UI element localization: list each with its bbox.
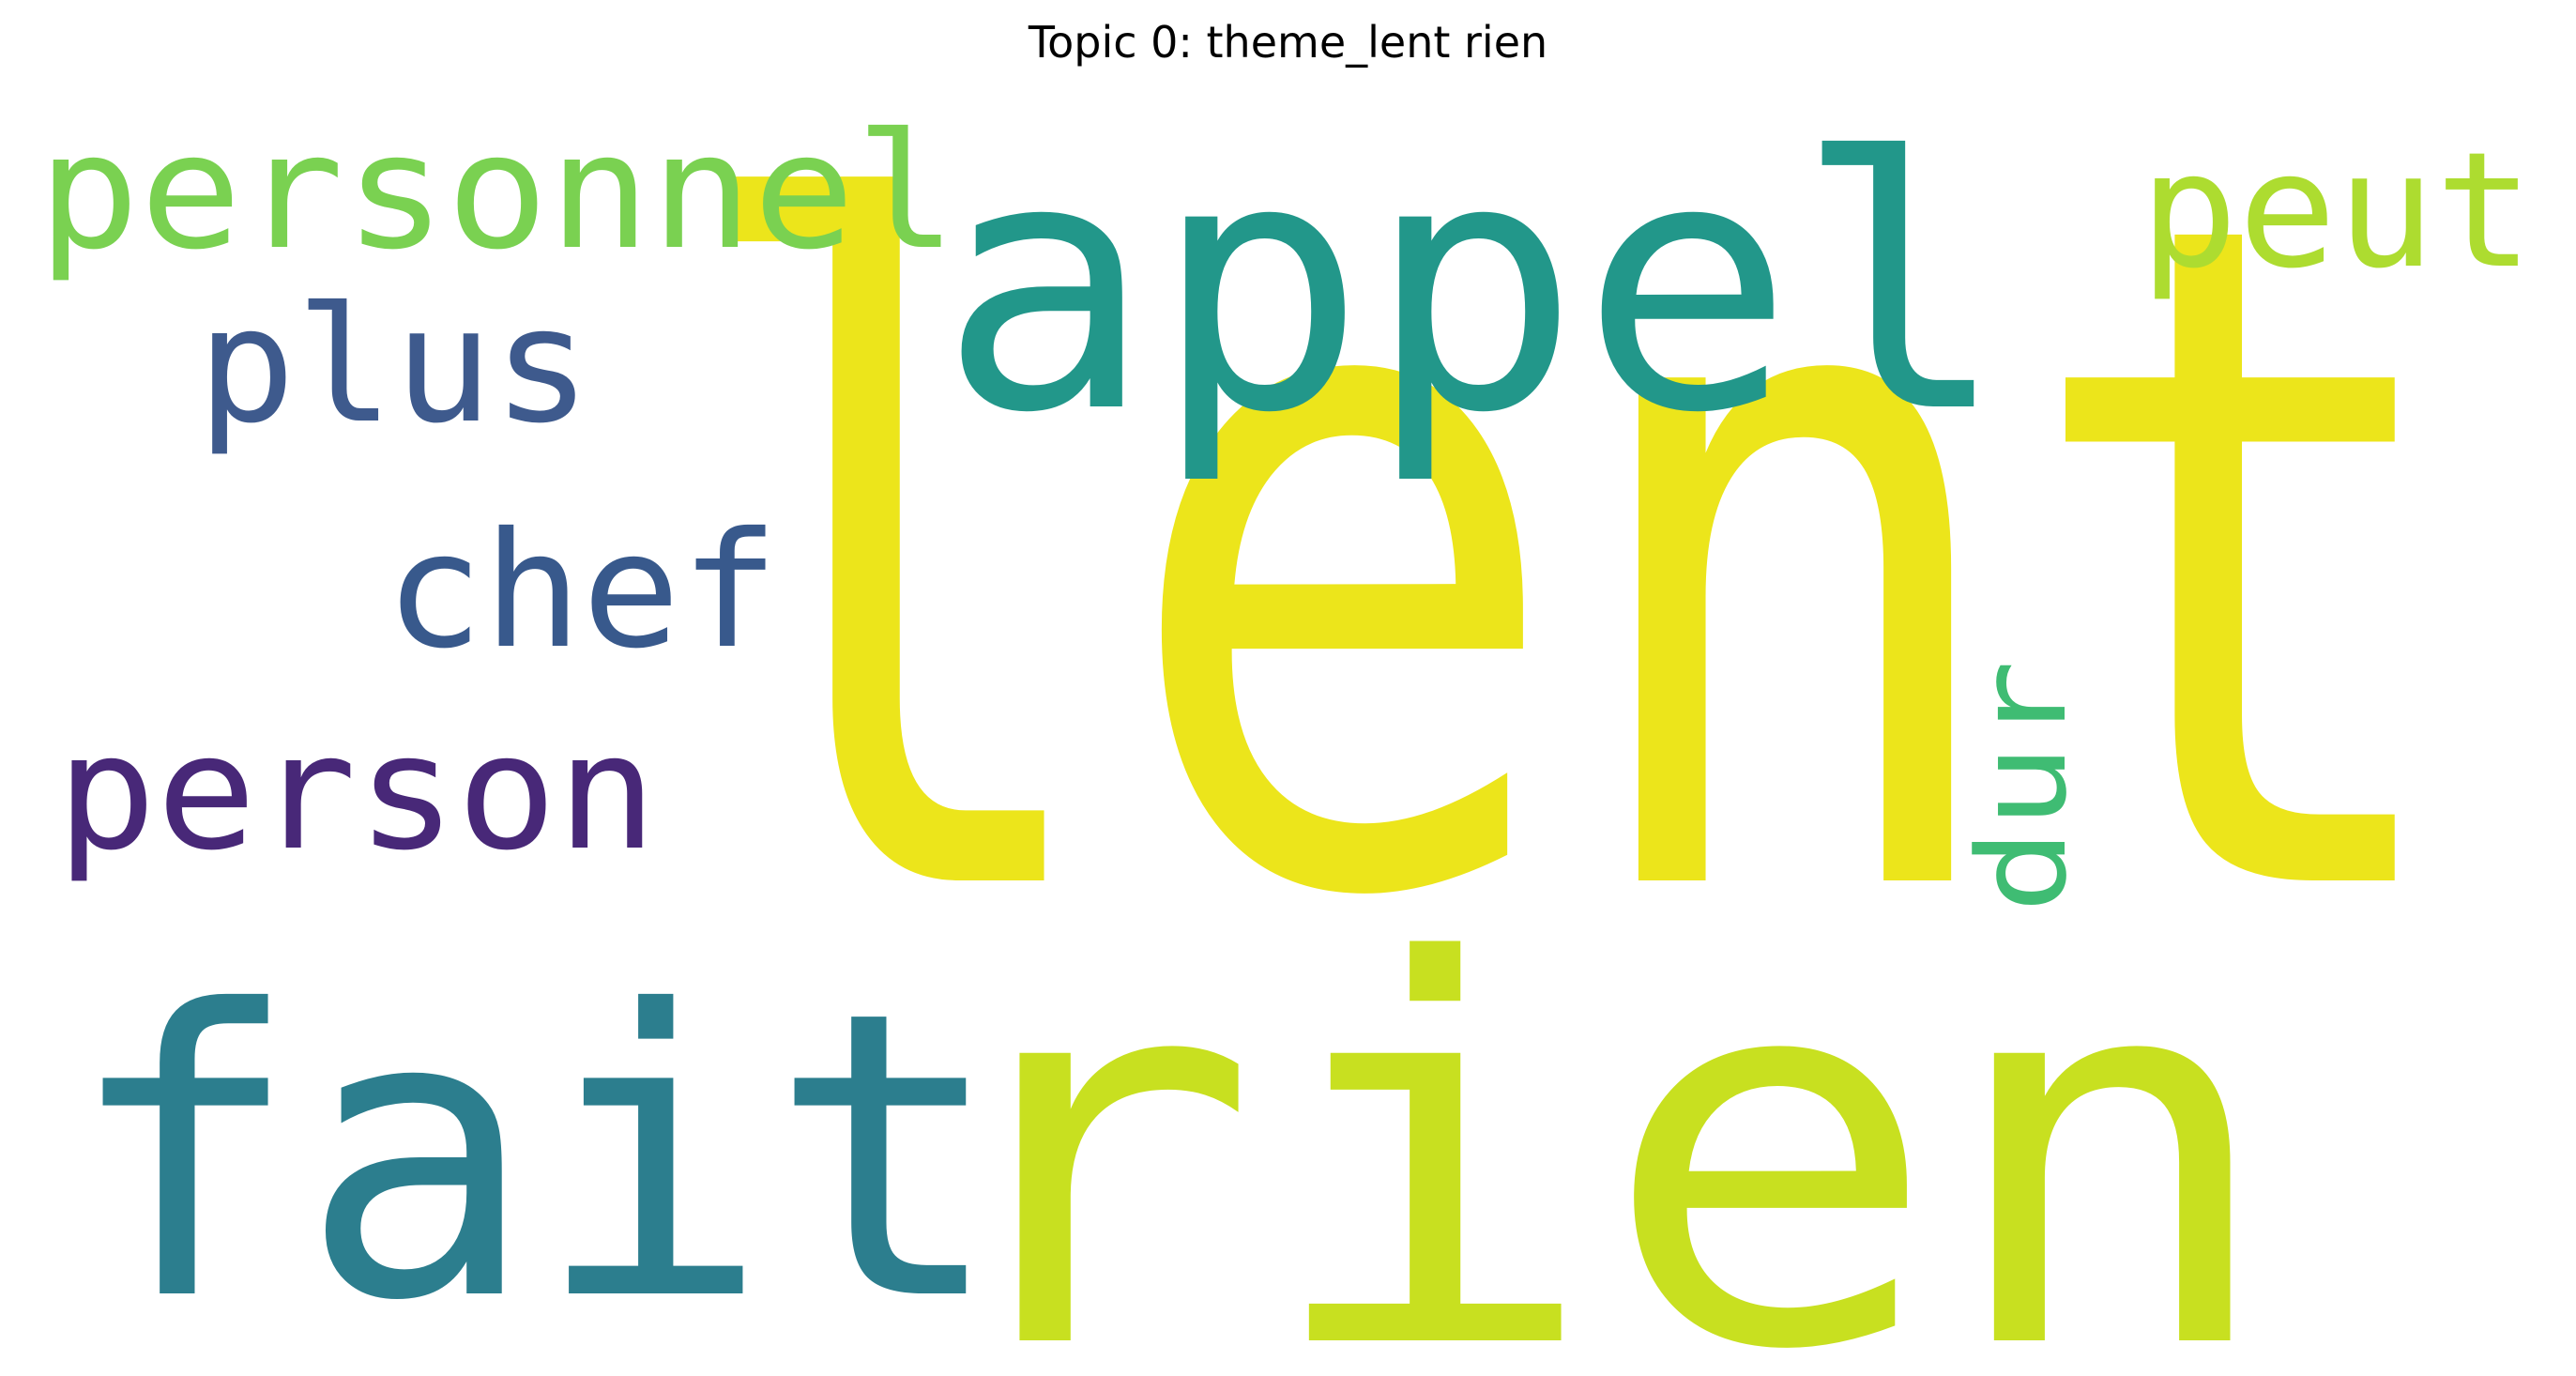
word-dur: dur <box>1951 660 2094 913</box>
word-person: person <box>56 700 657 886</box>
word-plus: plus <box>197 273 591 459</box>
word-personnel: personnel <box>38 99 957 285</box>
word-lent: lent <box>666 83 2468 1098</box>
word-rien: rien <box>920 853 2280 1359</box>
word-fait: fait <box>66 928 1004 1359</box>
wordcloud-svg: lent rien appel fait personnel peut plus… <box>38 27 2534 1376</box>
wordcloud-canvas: lent rien appel fait personnel peut plus… <box>38 27 2553 1376</box>
word-appel: appel <box>938 85 2008 489</box>
word-chef: chef <box>385 498 779 684</box>
page-title: Topic 0: theme_lent rien <box>1028 17 1548 68</box>
word-peut: peut <box>2140 118 2534 304</box>
